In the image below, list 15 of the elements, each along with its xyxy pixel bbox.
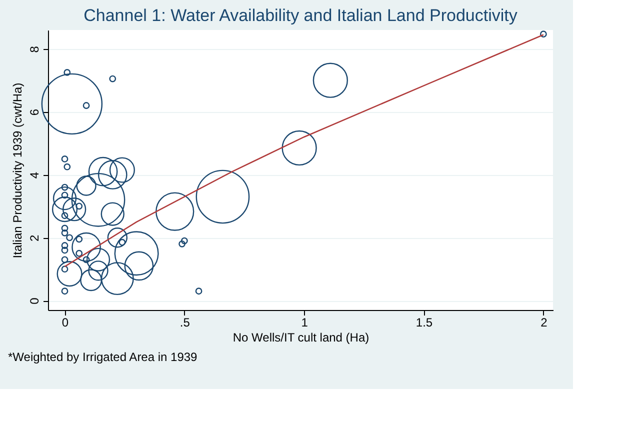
y-tick-label: 8 [28, 46, 42, 53]
y-axis-title: Italian Productivity 1939 (cwt/Ha) [10, 82, 24, 258]
x-tick-label: .5 [180, 316, 190, 330]
y-tick-label: 4 [28, 172, 42, 179]
y-tick-label: 0 [28, 297, 42, 304]
x-axis-title: No Wells/IT cult land (Ha) [232, 330, 370, 344]
line-series [64, 34, 544, 268]
y-tick-label: 6 [28, 108, 42, 116]
x-tick-label: 1.5 [416, 316, 433, 330]
text: *Weighted by Irrigated Area in 1939 [8, 350, 198, 364]
x-tick-label: 1 [301, 316, 308, 330]
x-tick-label: 2 [540, 316, 548, 330]
x-tick-label: 0 [62, 316, 69, 330]
y-tick-label: 2 [28, 234, 42, 242]
chart-title: Channel 1: Water Availability and Italian Land Productivity [84, 6, 518, 25]
